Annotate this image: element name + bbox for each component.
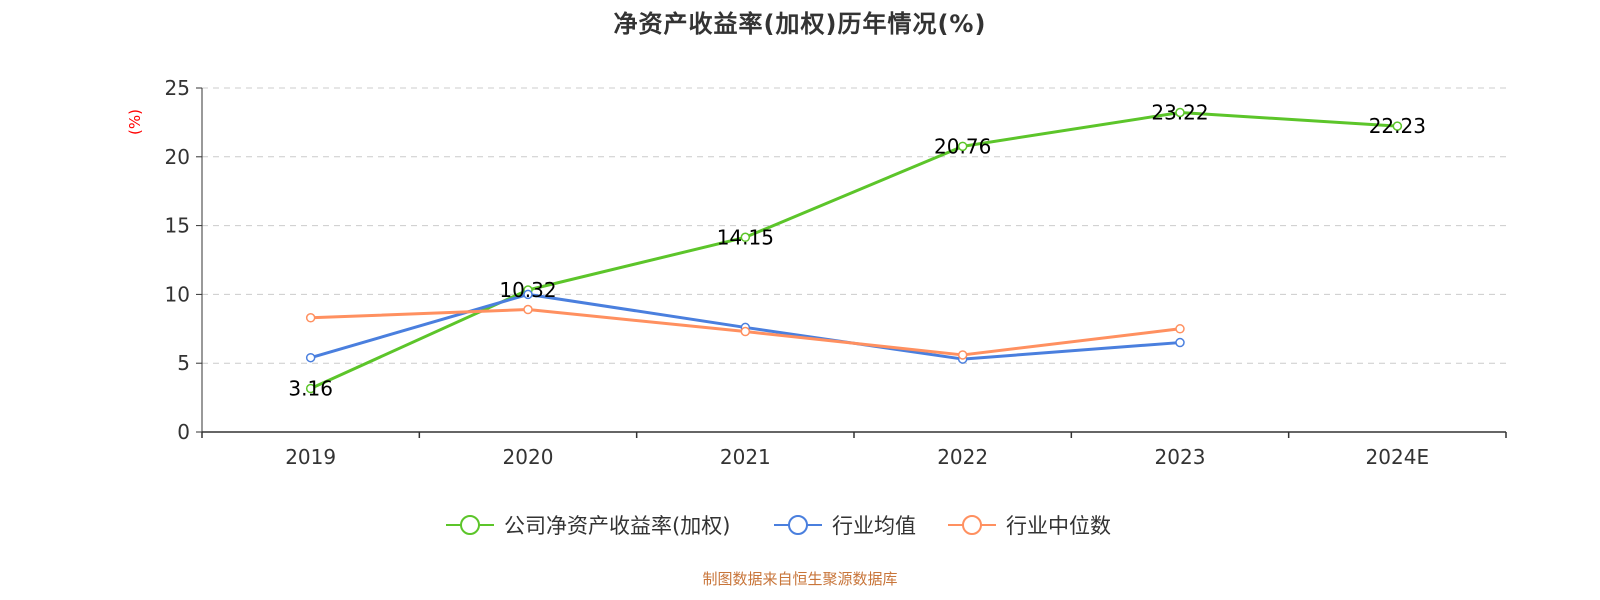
legend-marker: [460, 515, 480, 535]
data-point: [305, 383, 316, 394]
data-point: [523, 304, 533, 315]
x-tick-label: 2021: [720, 445, 771, 469]
y-tick-label: 10: [165, 282, 190, 306]
data-point: [305, 352, 316, 363]
legend-label: 公司净资产收益率(加权): [504, 514, 730, 538]
legend: 公司净资产收益率(加权) 行业均值 行业中位数: [446, 514, 1111, 538]
data-point: [740, 232, 751, 243]
data-point: [305, 313, 316, 323]
x-tick-label: 2024E: [1366, 445, 1430, 469]
axes: 0 5 10 15 20 25 2019 2020 2021 2022 2023 2024E (%): [126, 76, 1507, 469]
x-tick-label: 2020: [503, 445, 554, 469]
data-point: [1175, 337, 1185, 348]
x-tick-label: 2019: [285, 445, 336, 469]
data-point: [957, 141, 968, 152]
data-label: 10.32: [499, 278, 556, 302]
source-note: 制图数据来自恒生聚源数据库: [702, 570, 898, 588]
grid-lines: [202, 87, 1506, 364]
legend-marker: [962, 515, 982, 535]
data-point: [1175, 107, 1185, 118]
data-point: [1392, 121, 1403, 131]
data-label: 22.23: [1369, 114, 1426, 138]
data-labels: 3.16 10.32 14.15 20.76 23.22 22.23: [288, 100, 1426, 400]
chart-title: 净资产收益率(加权)历年情况(%): [613, 10, 987, 38]
data-point: [740, 326, 751, 337]
y-tick-label: 5: [177, 351, 190, 375]
legend-item: 行业中位数: [948, 514, 1111, 538]
data-label: 3.16: [288, 377, 333, 401]
y-tick-label: 0: [177, 420, 190, 444]
legend-item: 行业均值: [774, 514, 916, 538]
y-tick-label: 15: [165, 214, 190, 238]
series-lines: [305, 107, 1403, 394]
x-tick-label: 2022: [937, 445, 988, 469]
x-tick-label: 2023: [1155, 445, 1206, 469]
legend-label: 行业中位数: [1006, 514, 1111, 538]
data-point: [957, 350, 968, 360]
data-point: [1175, 324, 1185, 334]
legend-marker: [788, 515, 808, 535]
y-axis-unit: (%): [126, 109, 144, 135]
data-point: [523, 289, 533, 300]
series-line: [310, 110, 1398, 390]
data-label: 23.22: [1151, 100, 1208, 124]
legend-label: 行业均值: [832, 514, 916, 538]
y-tick-label: 20: [165, 145, 190, 169]
y-tick-label: 25: [165, 76, 190, 100]
data-label: 20.76: [934, 134, 991, 158]
data-label: 14.15: [717, 225, 774, 249]
legend-item: 公司净资产收益率(加权): [446, 514, 730, 538]
